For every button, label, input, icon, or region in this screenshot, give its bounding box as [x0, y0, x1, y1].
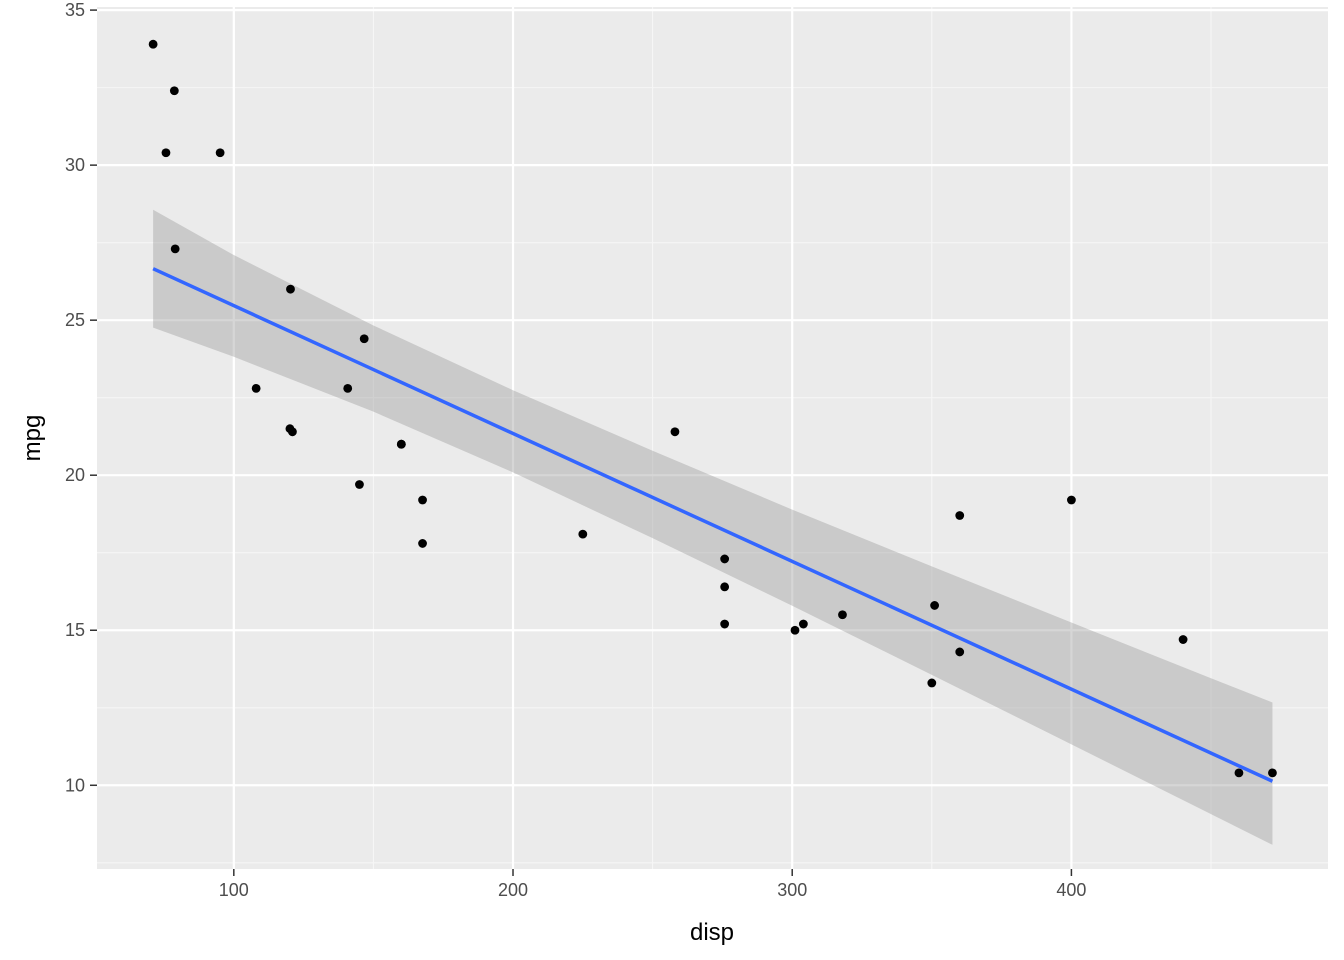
data-point — [838, 610, 847, 620]
major-gridlines — [97, 7, 1328, 869]
y-tick-label: 35 — [65, 0, 85, 20]
y-tick-label: 20 — [65, 465, 85, 485]
data-point — [251, 383, 261, 393]
data-point — [1234, 768, 1244, 778]
data-point — [170, 244, 180, 254]
x-tick-label: 100 — [219, 880, 249, 900]
data-point — [418, 539, 427, 548]
x-tick-label: 400 — [1056, 880, 1086, 900]
data-point — [670, 427, 680, 437]
data-points — [148, 39, 1277, 778]
x-tick-label: 300 — [777, 880, 807, 900]
data-point — [169, 86, 179, 96]
data-point — [359, 334, 369, 344]
data-point — [418, 495, 427, 505]
y-axis-title: mpg — [19, 415, 46, 462]
data-point — [955, 511, 965, 520]
data-point — [578, 529, 588, 539]
plot-panel — [97, 7, 1328, 869]
data-point — [396, 439, 406, 449]
data-point — [161, 148, 171, 158]
data-point — [720, 582, 730, 592]
x-axis-title: disp — [690, 919, 734, 946]
y-axis: 10 15 20 25 30 35 — [65, 0, 97, 795]
y-tick-label: 10 — [65, 775, 85, 795]
confidence-band-layer — [153, 209, 1273, 845]
data-point — [1178, 635, 1188, 644]
fit-line-layer — [152, 267, 1274, 783]
x-tick-label: 200 — [498, 880, 528, 900]
data-point — [288, 427, 297, 437]
data-point — [798, 619, 808, 629]
data-point — [148, 39, 158, 49]
y-tick-label: 15 — [65, 620, 85, 640]
data-point — [343, 383, 353, 393]
data-point — [930, 601, 940, 610]
data-point — [720, 619, 730, 629]
y-tick-label: 25 — [65, 310, 85, 330]
data-point — [355, 480, 364, 489]
data-point — [955, 647, 965, 657]
data-point — [215, 148, 225, 158]
y-tick-label: 30 — [65, 155, 85, 175]
minor-gridlines — [97, 7, 1328, 869]
data-point — [286, 284, 295, 294]
data-point — [790, 625, 800, 635]
data-point — [1067, 495, 1076, 505]
x-axis: 100 200 300 400 — [219, 869, 1086, 900]
data-point — [927, 678, 937, 688]
regression-line — [152, 267, 1274, 783]
data-point — [1268, 768, 1277, 778]
confidence-band — [153, 209, 1273, 845]
data-point — [720, 554, 730, 564]
